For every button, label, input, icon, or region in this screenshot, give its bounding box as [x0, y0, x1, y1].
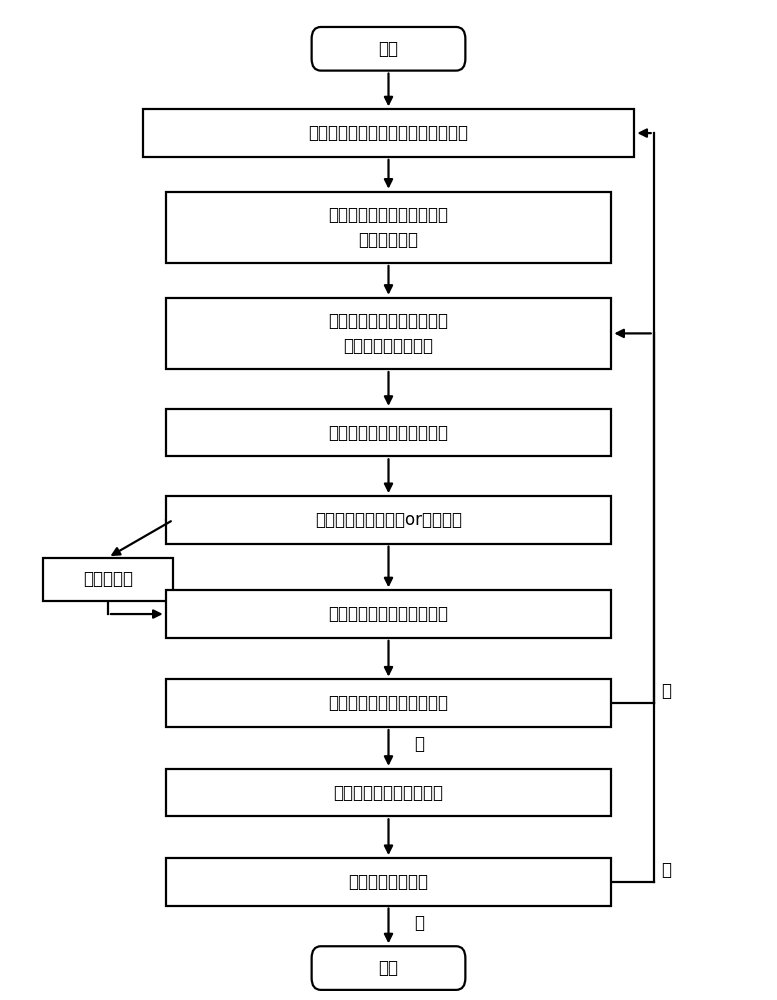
Bar [166, 298, 611, 369]
Text: 判断土壤状态（冻结or非冻结）: 判断土壤状态（冻结or非冻结） [315, 511, 462, 529]
Text: 是: 是 [414, 735, 424, 753]
FancyBboxPatch shape [312, 27, 465, 71]
Bar [166, 769, 611, 816]
Bar [142, 109, 635, 157]
Bar [43, 558, 173, 601]
Text: 信息输入（气象数据、土壤信息等）: 信息输入（气象数据、土壤信息等） [308, 124, 469, 142]
FancyBboxPatch shape [312, 946, 465, 990]
Bar [166, 858, 611, 906]
Bar [166, 679, 611, 727]
Bar [166, 590, 611, 638]
Text: 否: 否 [661, 682, 671, 700]
Text: 依据能量平衡方程，建立土
壤水热盐运移上边界: 依据能量平衡方程，建立土 壤水热盐运移上边界 [329, 312, 448, 355]
Text: 判断水热运移方程是否收敛: 判断水热运移方程是否收敛 [329, 694, 448, 712]
Text: 开始: 开始 [378, 40, 399, 58]
Text: 结束: 结束 [378, 959, 399, 977]
Text: 建立盐分方程矩阵并求解: 建立盐分方程矩阵并求解 [333, 784, 444, 802]
Text: 判断是否停止计算: 判断是否停止计算 [349, 873, 428, 891]
Text: 建立盐分影响的季节性冻融
土壤蒸发模型: 建立盐分影响的季节性冻融 土壤蒸发模型 [329, 206, 448, 249]
Bar [166, 192, 611, 263]
Text: 建立热运移方程矩阵并求解: 建立热运移方程矩阵并求解 [329, 424, 448, 442]
Text: 否: 否 [661, 861, 671, 879]
Text: 是: 是 [414, 914, 424, 932]
Bar [166, 496, 611, 544]
Text: 建立水运移方程矩阵并求解: 建立水运移方程矩阵并求解 [329, 605, 448, 623]
Bar [166, 409, 611, 456]
Text: 含冰率计算: 含冰率计算 [83, 570, 133, 588]
